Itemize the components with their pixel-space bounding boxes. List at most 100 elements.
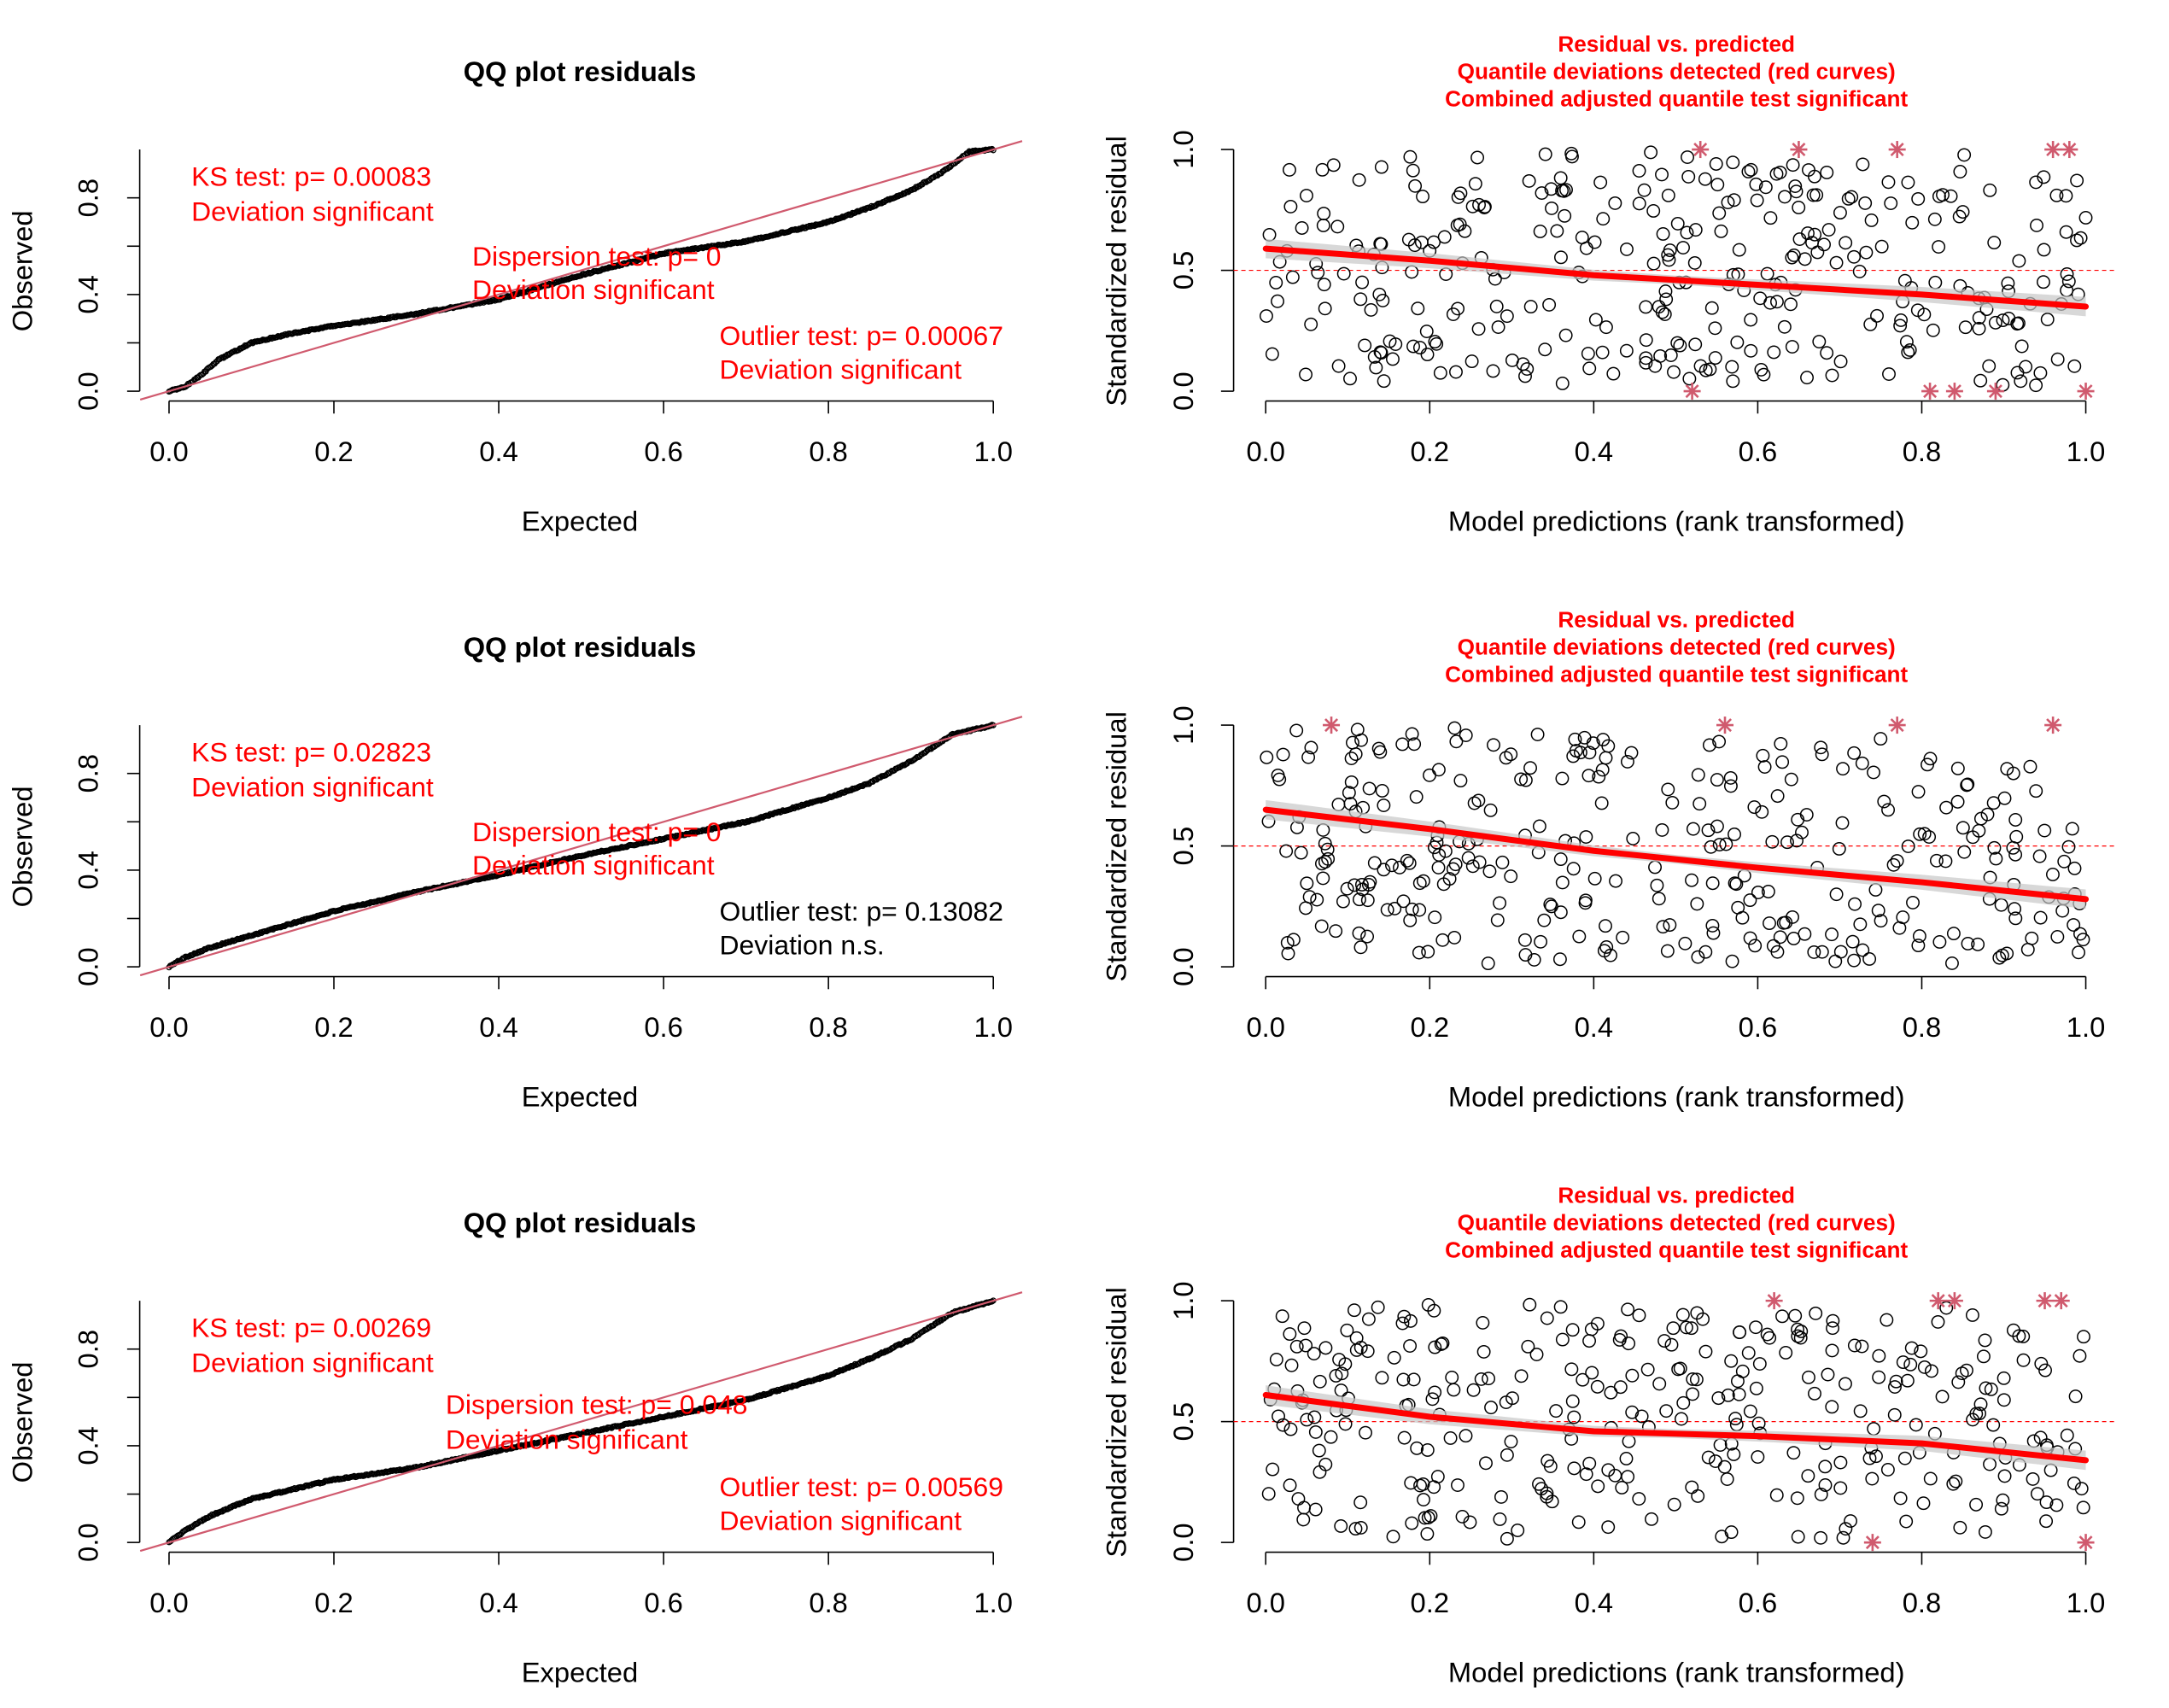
x-tick-label: 0.4 [1575,436,1613,467]
y-tick-label: 1.0 [1167,130,1199,168]
x-tick-label: 0.2 [314,436,353,467]
y-tick-label: 0.4 [73,851,104,889]
residual-points [1260,721,2090,971]
outlier-star [1929,1292,1947,1310]
x-tick-label: 0.6 [644,1587,682,1618]
x-tick-label: 0.4 [1575,1587,1613,1618]
outlier-star [1888,717,1906,734]
x-axis-label: Expected [522,1081,638,1113]
outlier-star [2036,1292,2054,1310]
y-tick-label: 0.8 [73,178,104,217]
outlier-deviation-label: Deviation significant [720,1505,962,1535]
outlier-star [1888,141,1906,159]
y-tick-label: 0.5 [1167,827,1199,865]
y-tick-label: 0.0 [73,371,104,410]
outlier-star [2044,141,2062,159]
outlier-star [1692,141,1710,159]
x-tick-label: 0.8 [809,1011,847,1043]
y-tick-label: 0.5 [1167,1402,1199,1441]
x-tick-label: 0.4 [1575,1011,1613,1043]
outlier-star [1683,383,1701,401]
outlier-deviation-label: Deviation n.s. [720,929,885,960]
y-axis-label: Observed [7,786,38,907]
x-tick-label: 0.0 [1246,1587,1284,1618]
ks-test-label: KS test: p= 0.00083 [191,161,431,192]
x-tick-label: 1.0 [973,436,1012,467]
residual-title-line-3: Combined adjusted quantile test signific… [1445,1237,1908,1262]
qq-panel-3: QQ plot residuals 0.0 0.2 0.4 0.6 0.8 1.0 0.0 0.… [7,1207,1023,1688]
x-tick-label: 0.6 [1739,436,1777,467]
residual-title-line-2: Quantile deviations detected (red curves… [1458,58,1896,84]
y-tick-label: 0.4 [73,275,104,313]
x-tick-label: 0.6 [1739,1587,1777,1618]
x-tick-label: 1.0 [973,1011,1012,1043]
x-tick-label: 0.0 [149,436,188,467]
y-tick-label: 1.0 [1167,705,1199,744]
residual-title-line-3: Combined adjusted quantile test signific… [1445,661,1908,687]
x-axis-label: Expected [522,1657,638,1688]
x-tick-label: 0.0 [149,1587,188,1618]
outlier-star [2077,383,2095,401]
x-tick-label: 0.0 [1246,1011,1284,1043]
ks-deviation-label: Deviation significant [191,196,434,226]
dispersion-deviation-label: Deviation significant [446,1424,688,1455]
outlier-star [1765,1292,1783,1310]
outlier-deviation-label: Deviation significant [720,354,962,384]
x-tick-label: 0.8 [809,1587,847,1618]
x-tick-label: 0.2 [1411,436,1449,467]
x-axis-label: Model predictions (rank transformed) [1448,506,1905,537]
residual-title-line-3: Combined adjusted quantile test signific… [1445,85,1908,111]
y-tick-label: 0.8 [73,754,104,793]
x-tick-label: 0.8 [1903,436,1941,467]
outlier-star [2044,717,2062,734]
x-tick-label: 0.2 [314,1587,353,1618]
residual-title-line-1: Residual vs. predicted [1558,1183,1795,1208]
quantile-curve [1262,245,2090,310]
outlier-star [1716,717,1734,734]
x-tick-label: 1.0 [2067,1011,2105,1043]
x-tick-label: 1.0 [2067,1587,2105,1618]
dispersion-test-label: Dispersion test: p= 0 [472,816,722,847]
x-tick-label: 1.0 [2067,436,2105,467]
qq-reference-line [139,1291,1023,1553]
outlier-star [1921,383,1939,401]
x-tick-label: 0.2 [1411,1011,1449,1043]
y-axis-label: Observed [7,1362,38,1483]
x-tick-label: 0.8 [809,436,847,467]
residual-points [1260,145,2093,393]
y-tick-label: 0.8 [73,1330,104,1368]
x-tick-label: 0.8 [1903,1011,1941,1043]
residual-title-line-1: Residual vs. predicted [1558,32,1795,57]
qq-reference-line [139,716,1023,977]
outlier-test-label: Outlier test: p= 0.13082 [720,896,1003,927]
outlier-test-label: Outlier test: p= 0.00569 [720,1471,1003,1502]
qq-panel-2: QQ plot residuals 0.0 0.2 0.4 0.6 0.8 1.0 0.0 0.… [7,631,1023,1113]
x-tick-label: 0.6 [1739,1011,1777,1043]
outlier-star [1790,141,1808,159]
x-tick-label: 0.8 [1903,1587,1941,1618]
y-tick-label: 0.0 [73,947,104,986]
ks-deviation-label: Deviation significant [191,772,434,803]
outlier-test-label: Outlier test: p= 0.00067 [720,320,1003,351]
dispersion-deviation-label: Deviation significant [472,274,715,305]
ks-test-label: KS test: p= 0.02823 [191,737,431,768]
residual-title-line-2: Quantile deviations detected (red curves… [1458,1209,1896,1235]
x-tick-label: 1.0 [973,1587,1012,1618]
y-axis-label: Standardized residual [1101,136,1132,406]
outlier-star [1945,383,1963,401]
ks-test-label: KS test: p= 0.00269 [191,1313,431,1343]
y-axis-label: Standardized residual [1101,1287,1132,1557]
qq-panel-1: QQ plot residuals 0.0 0.2 0.4 0.6 0.8 1.0 0.0 0.… [7,56,1023,537]
qq-reference-line [139,140,1023,401]
qq-title: QQ plot residuals [464,56,697,87]
outlier-star [2061,141,2078,159]
x-tick-label: 0.0 [1246,436,1284,467]
quantile-confidence-band [1266,1385,2086,1471]
x-tick-label: 0.6 [644,436,682,467]
x-axis-label: Model predictions (rank transformed) [1448,1657,1905,1688]
dispersion-test-label: Dispersion test: p= 0 [472,241,722,272]
